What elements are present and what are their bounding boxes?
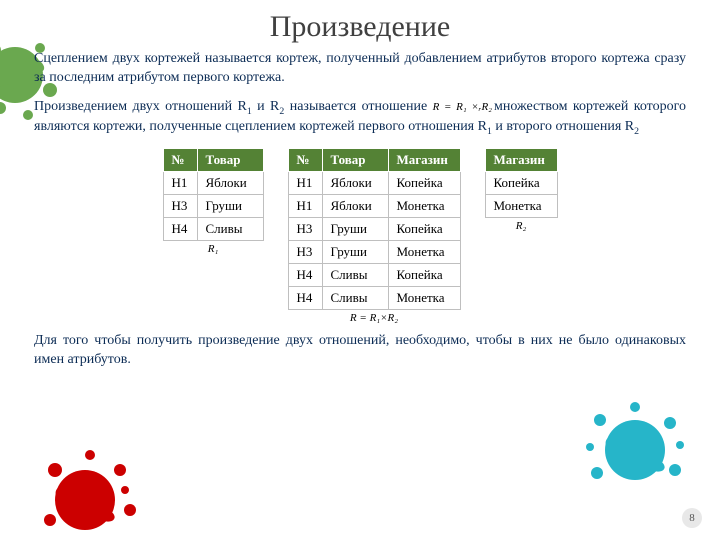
cell: Н1 [163,171,197,194]
table-r2-block: Магазин Копейка Монетка R₂ [485,148,558,232]
cell: Груши [197,194,263,217]
cell: Сливы [197,217,263,240]
slide-title: Произведение [34,10,686,44]
table-row: Н4Сливы [163,217,263,240]
table-header-row: Магазин [485,148,557,171]
paragraph-1: Сцеплением двух кортежей называется корт… [34,50,686,88]
table-row: Н1ЯблокиКопейка [288,171,460,194]
text: Произведением двух отношений R [34,99,247,114]
table-row: Копейка [485,171,557,194]
cell: Н4 [288,263,322,286]
cell: Н4 [288,286,322,309]
cell: Н1 [288,171,322,194]
table-header-row: № Товар [163,148,263,171]
text: и R [252,99,280,114]
table-r1-block: № Товар Н1Яблоки Н3Груши Н4Сливы R₁ [163,148,264,255]
table-row: Н1ЯблокиМонетка [288,194,460,217]
cell: Монетка [388,286,460,309]
paragraph-2: Произведением двух отношений R1 и R2 наз… [34,98,686,138]
cell: Груши [322,217,388,240]
text: и второго отношения R [492,119,634,134]
cell: Н3 [288,217,322,240]
table-r1: № Товар Н1Яблоки Н3Груши Н4Сливы [163,148,264,241]
formula-inline: R = R₁ ×ᵣR₂ [433,101,492,113]
table-row: Н4СливыМонетка [288,286,460,309]
table-product-block: № Товар Магазин Н1ЯблокиКопейка Н1Яблоки… [288,148,461,324]
table-row: Н3ГрушиМонетка [288,240,460,263]
table-row: Н3Груши [163,194,263,217]
cell: Яблоки [322,171,388,194]
col-header: Магазин [388,148,460,171]
col-header: Товар [322,148,388,171]
paragraph-3: Для того чтобы получить произведение дву… [34,332,686,370]
cell: Копейка [388,171,460,194]
col-header: № [288,148,322,171]
cell: Н3 [288,240,322,263]
table-product: № Товар Магазин Н1ЯблокиКопейка Н1Яблоки… [288,148,461,310]
table-caption-r1: R₁ [208,243,219,255]
cell: Н1 [288,194,322,217]
cell: Монетка [388,194,460,217]
table-row: Н1Яблоки [163,171,263,194]
cell: Копейка [388,217,460,240]
cell: Сливы [322,286,388,309]
tables-container: № Товар Н1Яблоки Н3Груши Н4Сливы R₁ № То… [34,148,686,324]
col-header: Магазин [485,148,557,171]
table-header-row: № Товар Магазин [288,148,460,171]
cell: Копейка [388,263,460,286]
table-row: Монетка [485,194,557,217]
subscript: 2 [634,126,639,137]
cell: Яблоки [322,194,388,217]
cell: Монетка [388,240,460,263]
cell: Сливы [322,263,388,286]
cell: Н3 [163,194,197,217]
table-caption-product: R = R₁×R₂ [350,312,398,324]
text: называется отношение [284,99,432,114]
table-row: Н4СливыКопейка [288,263,460,286]
table-caption-r2: R₂ [516,220,527,232]
col-header: Товар [197,148,263,171]
cell: Яблоки [197,171,263,194]
col-header: № [163,148,197,171]
cell: Монетка [485,194,557,217]
cell: Н4 [163,217,197,240]
table-row: Н3ГрушиКопейка [288,217,460,240]
page-number: 8 [682,508,702,528]
table-r2: Магазин Копейка Монетка [485,148,558,218]
cell: Копейка [485,171,557,194]
cell: Груши [322,240,388,263]
